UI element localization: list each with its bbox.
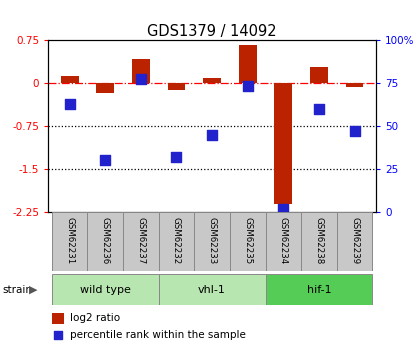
Bar: [265, 212, 301, 271]
Point: [244, 83, 251, 89]
Bar: [96, 83, 114, 93]
Bar: [194, 212, 230, 271]
Text: GSM62237: GSM62237: [136, 217, 145, 264]
Text: GSM62238: GSM62238: [315, 217, 323, 264]
Text: ▶: ▶: [29, 285, 37, 295]
Text: wild type: wild type: [80, 285, 131, 295]
Point: [137, 77, 144, 82]
Title: GDS1379 / 14092: GDS1379 / 14092: [147, 23, 277, 39]
Point: [55, 332, 61, 338]
Point: [351, 128, 358, 134]
Point: [280, 206, 287, 211]
Point: [209, 132, 215, 137]
Text: log2 ratio: log2 ratio: [70, 313, 120, 323]
Bar: [52, 212, 87, 271]
Bar: [265, 274, 373, 305]
Text: GSM62232: GSM62232: [172, 217, 181, 264]
Text: strain: strain: [2, 285, 32, 295]
Bar: [301, 212, 337, 271]
Text: GSM62235: GSM62235: [243, 217, 252, 264]
Bar: [159, 212, 194, 271]
Bar: [203, 78, 221, 83]
Bar: [159, 274, 265, 305]
Bar: [132, 59, 150, 83]
Bar: [239, 46, 257, 83]
Bar: [230, 212, 265, 271]
Bar: [52, 274, 159, 305]
Bar: [123, 212, 159, 271]
Bar: [87, 212, 123, 271]
Text: GSM62234: GSM62234: [279, 217, 288, 264]
Text: GSM62233: GSM62233: [207, 217, 217, 264]
Text: GSM62231: GSM62231: [65, 217, 74, 264]
Bar: [274, 83, 292, 204]
Text: hif-1: hif-1: [307, 285, 331, 295]
Bar: [346, 83, 363, 87]
Bar: [52, 313, 64, 324]
Text: percentile rank within the sample: percentile rank within the sample: [70, 330, 245, 340]
Bar: [168, 83, 185, 90]
Point: [315, 106, 322, 111]
Point: [102, 158, 109, 163]
Bar: [310, 67, 328, 83]
Bar: [61, 76, 79, 83]
Point: [173, 154, 180, 160]
Text: vhl-1: vhl-1: [198, 285, 226, 295]
Point: [66, 101, 73, 106]
Bar: [337, 212, 373, 271]
Text: GSM62239: GSM62239: [350, 217, 359, 264]
Text: GSM62236: GSM62236: [101, 217, 110, 264]
